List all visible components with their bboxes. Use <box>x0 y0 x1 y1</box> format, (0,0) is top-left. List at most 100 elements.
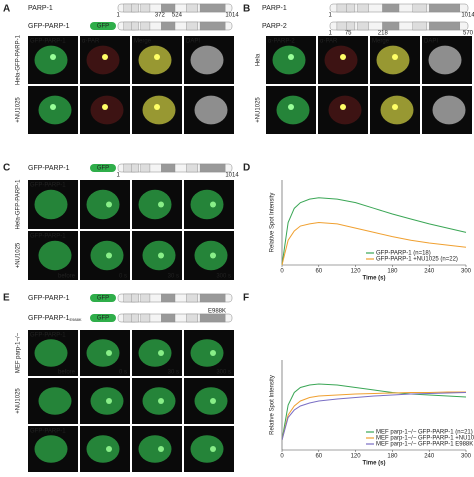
spot <box>392 54 398 60</box>
spot <box>158 446 164 452</box>
x-axis-label: Time (s) <box>363 461 386 467</box>
nucleus <box>138 339 172 367</box>
panel-label: C <box>3 163 10 174</box>
x-tick-label: 0 <box>280 269 284 275</box>
nucleus <box>90 95 124 125</box>
nucleus <box>324 45 358 75</box>
domain <box>346 3 356 13</box>
spot <box>210 350 216 356</box>
row-label: +NU1025 <box>16 388 22 414</box>
overlay-label: GFP-PARP-1 <box>30 183 66 189</box>
row-label: +NU1025 <box>16 242 22 268</box>
nucleus <box>190 45 224 75</box>
spot <box>288 54 294 60</box>
nucleus <box>38 387 72 415</box>
residue-number: 372 <box>155 13 166 19</box>
nucleus <box>34 435 68 463</box>
domain <box>186 21 198 31</box>
spot <box>158 252 164 259</box>
channel-label: DAPI <box>186 39 200 45</box>
gfp-tag-text: GFP <box>97 296 109 302</box>
spot <box>154 54 160 60</box>
construct-subscript: E988K <box>70 317 82 322</box>
gfp-tag <box>90 294 116 302</box>
nucleus <box>190 435 224 463</box>
spot <box>50 54 56 60</box>
series-line <box>281 221 467 266</box>
domain <box>186 3 198 13</box>
residue-number: 218 <box>378 31 389 37</box>
nucleus <box>142 95 176 125</box>
panel-label: B <box>243 4 250 15</box>
x-tick-label: 300 <box>461 269 472 275</box>
domain <box>357 3 369 13</box>
residue-number: 1014 <box>225 173 239 179</box>
nucleus <box>86 189 120 220</box>
x-tick-label: 120 <box>351 269 362 275</box>
construct-name: PARP-2 <box>262 23 287 30</box>
domain <box>199 21 226 31</box>
x-tick-label: 240 <box>424 269 435 275</box>
spot <box>158 350 164 356</box>
channel-label: Merge <box>134 39 152 45</box>
x-axis-label: Time (s) <box>363 276 386 282</box>
domain <box>357 21 369 31</box>
x-tick-label: 0 <box>280 454 284 460</box>
row-label: MEF parp-1−/− <box>16 332 22 373</box>
spot <box>154 104 160 110</box>
domain <box>140 3 151 13</box>
domain <box>161 313 176 323</box>
residue-number: 75 <box>345 31 352 37</box>
nucleus <box>380 95 414 125</box>
domain <box>131 3 139 13</box>
series-line <box>281 383 467 441</box>
overlay-label: GFP-PARP-1 <box>30 333 66 339</box>
residue-number: 570 <box>463 31 474 37</box>
spot <box>288 104 294 110</box>
x-tick-label: 180 <box>387 269 398 275</box>
domain <box>412 3 427 13</box>
domain <box>161 163 176 173</box>
timepoint: 300 s <box>216 274 231 280</box>
x-tick-label: 180 <box>387 454 398 460</box>
series-line <box>281 392 467 441</box>
overlay-label: GFP-PARP-1 <box>30 234 66 240</box>
domain <box>346 21 356 31</box>
spot <box>106 201 112 208</box>
construct-name: GFP-PARP-1E988K <box>28 315 82 322</box>
residue-number: 1014 <box>225 13 239 19</box>
spot <box>106 350 112 356</box>
nucleus <box>34 339 68 367</box>
nucleus <box>138 435 172 463</box>
domain <box>412 21 427 31</box>
construct-name: PARP-1 <box>28 5 53 12</box>
domain <box>140 21 151 31</box>
domain <box>161 21 176 31</box>
spot <box>158 398 164 404</box>
channel-label: α-PARP-2 <box>268 39 295 45</box>
row-label: Hela <box>256 53 262 66</box>
timepoint: 0 s <box>119 274 127 280</box>
spot <box>158 201 164 208</box>
spot <box>102 54 108 60</box>
domain <box>131 313 139 323</box>
domain <box>429 3 460 13</box>
spot <box>392 104 398 110</box>
domain <box>140 293 151 303</box>
y-axis-label: Relative Spot Intensity <box>270 193 276 253</box>
domain <box>131 163 139 173</box>
gfp-tag <box>90 164 116 172</box>
timepoint: 30 s <box>168 274 179 280</box>
nucleus <box>38 95 72 125</box>
construct-name: PARP-1 <box>262 5 287 12</box>
x-tick-label: 60 <box>315 269 322 275</box>
overlay-label: GFP-PARP-1 <box>30 429 66 435</box>
domain <box>131 21 139 31</box>
series-line <box>281 197 467 266</box>
spot <box>340 104 346 110</box>
legend-label: GFP-PARP-1 (n=18) <box>376 251 431 257</box>
domain <box>199 3 226 13</box>
x-tick-label: 300 <box>461 454 472 460</box>
nucleus <box>34 189 68 220</box>
